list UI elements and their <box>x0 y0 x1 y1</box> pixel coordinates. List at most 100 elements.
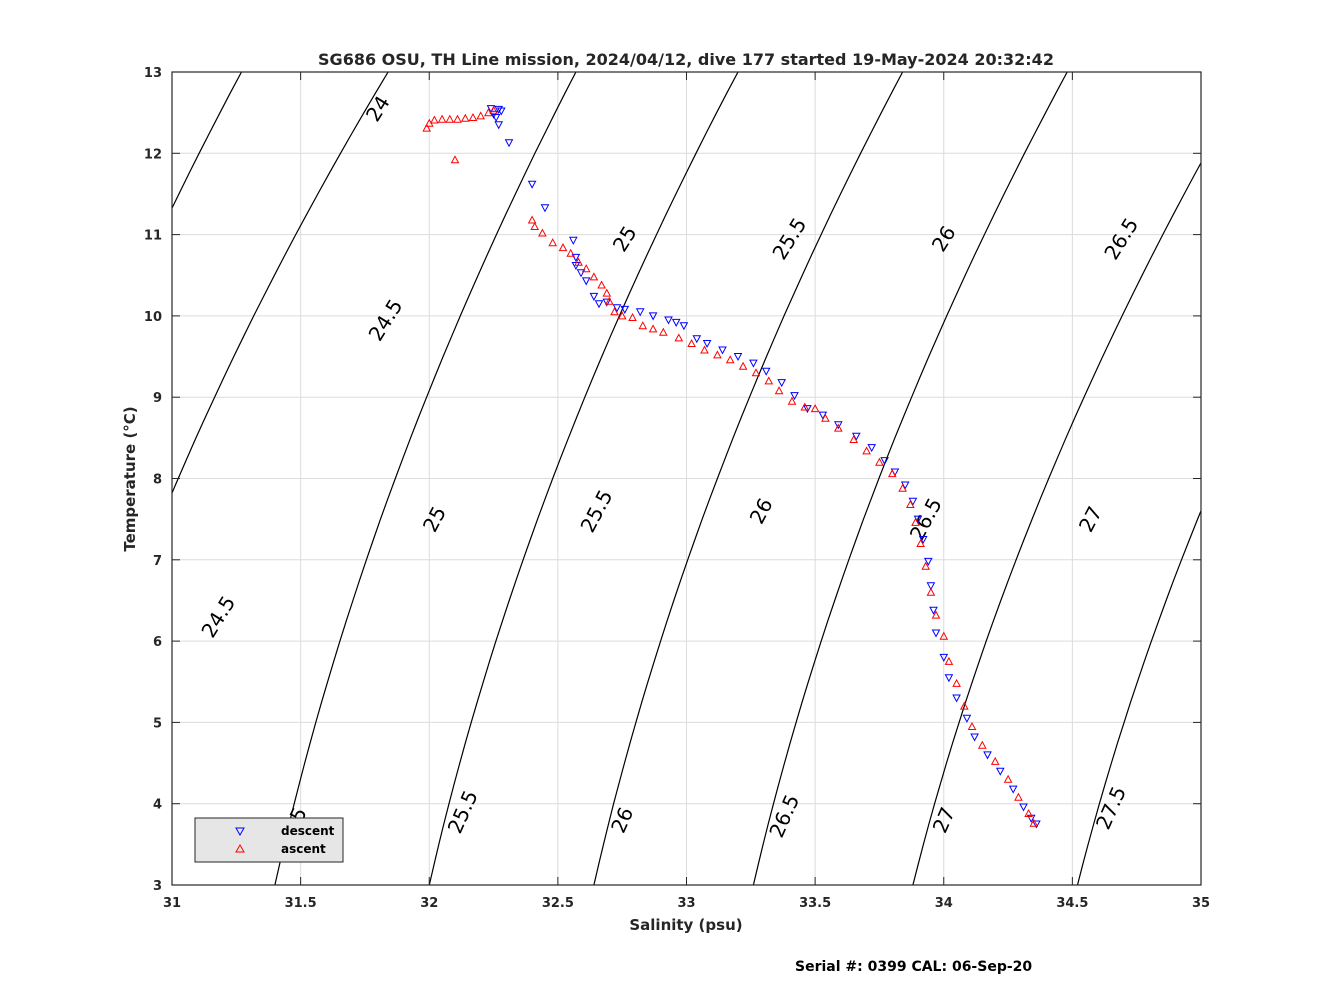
descent-point <box>692 335 702 344</box>
legend-ascent-marker <box>235 843 245 853</box>
serial-cal-footer: Serial #: 0399 CAL: 06-Sep-20 <box>795 959 1032 975</box>
contour-label: 25 <box>418 502 451 536</box>
ascent-point <box>437 114 447 123</box>
ascent-point <box>430 115 439 124</box>
ascent-point <box>687 338 696 347</box>
x-axis-label: Salinity (psu) <box>629 916 742 934</box>
density-contour-line <box>274 72 577 885</box>
ascent-point <box>538 228 547 237</box>
x-tick-label: 33.5 <box>799 896 831 911</box>
descent-point <box>648 312 658 321</box>
descent-point <box>900 481 910 490</box>
descent-point <box>918 536 928 545</box>
ascent-point <box>460 113 470 122</box>
ascent-point <box>638 321 648 330</box>
descent-point <box>702 340 712 349</box>
contour-label: 26 <box>745 494 778 528</box>
descent-point <box>589 292 599 301</box>
descent-point <box>1019 803 1028 812</box>
contour-label: 25.5 <box>767 213 811 263</box>
ascent-point <box>764 376 774 385</box>
series-descent <box>486 105 1041 829</box>
descent-point <box>602 298 612 307</box>
ascent-point <box>926 587 936 596</box>
descent-point <box>494 121 504 130</box>
descent-point <box>833 421 843 430</box>
ascent-point <box>574 257 583 266</box>
descent-point <box>761 367 771 376</box>
descent-point <box>952 694 961 703</box>
ascent-point <box>453 114 462 123</box>
legend-descent-marker <box>235 827 245 837</box>
descent-point <box>594 300 604 309</box>
x-tick-label: 35 <box>1192 896 1210 911</box>
ascent-point <box>581 264 591 273</box>
y-tick-label: 5 <box>153 716 162 731</box>
ascent-point <box>530 221 540 230</box>
ascent-point <box>468 112 478 121</box>
ascent-point <box>921 561 931 570</box>
density-contour-line <box>752 72 1068 885</box>
ascent-point <box>738 361 748 370</box>
ascent-point <box>648 324 658 333</box>
ascent-point <box>589 272 599 281</box>
descent-point <box>494 105 504 114</box>
descent-point <box>568 236 578 245</box>
contour-label: 25.5 <box>443 787 483 837</box>
density-contour-labels: 2424.524.525252525.525.525.526262626.526… <box>196 91 1143 841</box>
ascent-point <box>725 355 735 364</box>
ascent-point <box>422 123 432 132</box>
descent-point <box>1008 785 1018 794</box>
descent-point <box>803 405 812 414</box>
descent-point <box>664 316 673 325</box>
x-tick-label: 32 <box>420 896 438 911</box>
x-tick-label: 34.5 <box>1056 896 1088 911</box>
ascent-point <box>787 396 797 405</box>
legend-descent-label: descent <box>281 824 335 838</box>
ascent-point <box>617 311 627 320</box>
ascent-point <box>821 413 830 422</box>
x-tick-label: 34 <box>935 896 953 911</box>
contour-label: 27.5 <box>1091 783 1131 833</box>
x-tick-label: 32.5 <box>542 896 574 911</box>
ascent-point <box>810 404 820 413</box>
ascent-point <box>604 296 614 305</box>
descent-point <box>926 582 936 591</box>
ascent-point <box>905 499 915 508</box>
descent-point <box>923 557 933 566</box>
ascent-point <box>959 701 969 710</box>
contour-label: 27 <box>1074 502 1107 536</box>
ascent-point <box>445 114 455 123</box>
y-tick-label: 4 <box>153 798 162 813</box>
ascent-point <box>700 345 709 354</box>
ascent-point <box>887 469 897 478</box>
descent-point <box>671 318 681 327</box>
ascent-point <box>875 457 884 466</box>
ascent-point <box>751 368 761 377</box>
contour-label: 25.5 <box>575 486 617 537</box>
ascent-point <box>602 288 612 297</box>
descent-point <box>939 653 949 662</box>
descent-point <box>983 751 992 760</box>
ascent-point <box>1003 774 1013 783</box>
descent-point <box>718 346 727 355</box>
series-ascent <box>422 105 1039 827</box>
y-tick-label: 10 <box>144 310 162 325</box>
descent-point <box>620 305 630 314</box>
ascent-point <box>674 333 684 342</box>
ascent-point <box>548 238 558 247</box>
x-tick-label: 33 <box>677 896 695 911</box>
density-contour-line <box>593 72 904 885</box>
ascent-point <box>931 610 941 619</box>
ascent-point <box>952 678 961 687</box>
descent-point <box>880 457 889 466</box>
axis-ticks: 31 31.5 32 32.5 33 33.5 34 34.5 3534567891011121… <box>144 66 1210 911</box>
y-tick-label: 12 <box>144 147 162 162</box>
descent-point <box>504 139 514 148</box>
ascent-point <box>944 656 954 665</box>
ascent-point <box>862 446 871 455</box>
descent-point <box>962 714 972 723</box>
contour-label: 25 <box>608 222 642 256</box>
descent-point <box>491 114 501 123</box>
